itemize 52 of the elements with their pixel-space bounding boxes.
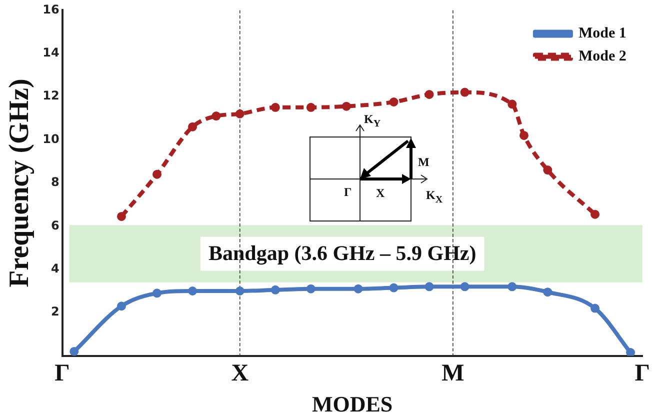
point [626,348,636,356]
legend-label: Mode 2 [578,48,626,65]
point [212,112,221,121]
y-tick-label: 12 [42,88,60,103]
point [543,166,552,175]
annotation: M [418,155,430,169]
y-tick-label: 8 [50,175,60,190]
y-tick-label: 6 [50,218,60,232]
x-tick-label: Γ [634,360,650,386]
y-tick-label: 2 [50,304,60,319]
y-tick-label: 4 [50,262,60,276]
point [235,286,244,296]
point [508,100,517,109]
point [188,286,198,296]
x-tick-label: X [231,360,250,386]
annotation: Γ [344,185,352,199]
annotation: X [376,186,385,200]
point [354,284,363,294]
y-axis-title: Frequency (GHz) [4,78,36,288]
annotation: K$_{X}$ [426,188,443,206]
point [116,212,126,221]
band-label: Bandgap (3.6 GHz – 5.9 GHz) [208,241,476,266]
x-tick-label: Γ [54,360,70,386]
annotation: K$_{Y}$ [364,112,381,130]
point [152,170,162,179]
point [342,102,351,111]
point [590,304,600,313]
point [188,122,198,132]
legend-label: Mode 1 [578,26,626,42]
point [116,302,126,311]
x-tick-label: M [442,360,464,386]
point [306,102,316,112]
point [460,282,470,292]
point [235,109,244,118]
y-tick-label: 10 [42,132,60,146]
point [152,288,162,298]
point [508,282,517,292]
point [543,288,552,297]
point [270,285,280,294]
x-axis-title: MODES [312,391,393,416]
point [590,210,600,219]
y-tick-label: 16 [42,2,60,16]
point [519,130,528,140]
point [460,88,470,97]
point [389,98,398,106]
point [70,346,79,356]
point [270,102,280,112]
point [306,284,316,294]
point [389,283,398,292]
point [424,282,434,292]
y-tick-label: 14 [42,46,60,60]
point [424,90,434,99]
